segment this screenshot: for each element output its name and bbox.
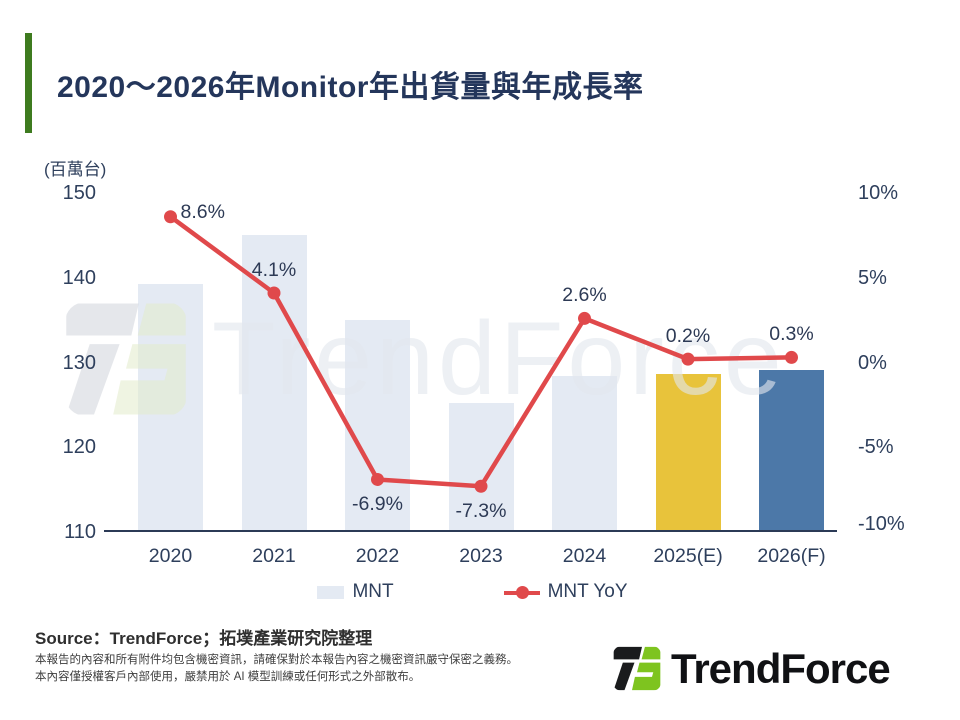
trendforce-logo-icon bbox=[613, 646, 661, 691]
yoy-line-series bbox=[164, 210, 798, 493]
right-axis-tick: -10% bbox=[858, 513, 905, 535]
source-note: Source：TrendForce；拓墣產業研究院整理 bbox=[35, 629, 373, 648]
left-axis-tick: 120 bbox=[62, 436, 96, 459]
x-axis-labels: 2020 2021 2022 2023 2024 2025(E) 2026(F) bbox=[110, 545, 835, 571]
disclaimer-line-1: 本報告的內容和所有附件均包含機密資訊，請確保對於本報告內容之機密資訊嚴守保密之義… bbox=[35, 654, 518, 666]
x-axis-line bbox=[104, 530, 837, 532]
right-axis-tick: -5% bbox=[858, 436, 894, 459]
left-axis-tick: 140 bbox=[62, 266, 96, 289]
yoy-label-2020: 8.6% bbox=[180, 200, 225, 223]
yoy-data-labels: 8.6% 4.1% -6.9% -7.3% 2.6% 0.2% 0.3% bbox=[110, 193, 835, 532]
yoy-label-2024: 2.6% bbox=[562, 284, 607, 307]
disclaimer: 本報告的內容和所有附件均包含機密資訊，請確保對於本報告內容之機密資訊嚴守保密之義… bbox=[35, 652, 518, 686]
yoy-point-marker bbox=[474, 479, 488, 493]
right-axis-tick: 5% bbox=[858, 266, 887, 289]
right-axis-tick: 0% bbox=[858, 351, 887, 374]
bar-2023 bbox=[448, 403, 514, 532]
x-axis-label-2025(E): 2025(E) bbox=[653, 545, 723, 567]
title-accent-bar bbox=[25, 33, 32, 133]
x-axis-label-2021: 2021 bbox=[252, 545, 296, 567]
trendforce-logo: TrendForce bbox=[612, 644, 891, 692]
legend-label-mnt: MNT bbox=[352, 581, 394, 602]
yoy-label-2023: -7.3% bbox=[455, 500, 507, 523]
bar-2022 bbox=[345, 320, 410, 532]
yoy-label-2022: -6.9% bbox=[352, 493, 403, 516]
x-axis-label-2026(F): 2026(F) bbox=[757, 545, 826, 567]
y-axis-unit-label: (百萬台) bbox=[44, 160, 107, 179]
bar-series bbox=[110, 193, 835, 532]
x-axis-label-2022: 2022 bbox=[355, 545, 400, 567]
yoy-label-2021: 4.1% bbox=[251, 259, 297, 281]
left-axis-tick: 150 bbox=[62, 182, 96, 204]
x-axis-label-2023: 2023 bbox=[459, 545, 503, 567]
legend-label-mnt-yoy: MNT YoY bbox=[547, 581, 628, 602]
legend-item-mnt-yoy: MNT YoY bbox=[503, 581, 628, 603]
yoy-point-marker bbox=[371, 472, 384, 486]
mnt-bar-swatch-icon bbox=[317, 585, 345, 599]
bar-2025(E) bbox=[655, 374, 721, 532]
disclaimer-line-2: 本內容僅授權客戶內部使用，嚴禁用於 AI 模型訓練或任何形式之外部散布。 bbox=[35, 671, 421, 683]
bar-2021 bbox=[241, 235, 307, 532]
yoy-point-marker bbox=[267, 286, 281, 300]
left-axis-tick: 130 bbox=[62, 351, 96, 374]
yoy-label-2026(F): 0.3% bbox=[769, 323, 814, 346]
trendforce-logo-text: TrendForce bbox=[671, 644, 891, 692]
yoy-point-marker bbox=[681, 352, 695, 366]
x-axis-label-2020: 2020 bbox=[148, 545, 193, 567]
bar-2024 bbox=[552, 376, 617, 532]
yoy-point-marker bbox=[578, 311, 591, 325]
right-axis-tick: 10% bbox=[858, 182, 899, 204]
legend-item-mnt: MNT bbox=[317, 581, 394, 603]
yoy-label-2025(E): 0.2% bbox=[665, 325, 711, 348]
left-axis-tick: 110 bbox=[64, 521, 96, 543]
yoy-point-marker bbox=[164, 210, 177, 224]
bar-2026(F) bbox=[759, 370, 824, 532]
x-axis-label-2024: 2024 bbox=[562, 545, 607, 567]
yoy-line-swatch-icon bbox=[503, 585, 540, 599]
page-title: 2020～2026年Monitor年出貨量與年成長率 bbox=[57, 71, 644, 104]
legend: MNT MNT YoY bbox=[110, 581, 835, 603]
yoy-point-marker bbox=[785, 350, 798, 364]
